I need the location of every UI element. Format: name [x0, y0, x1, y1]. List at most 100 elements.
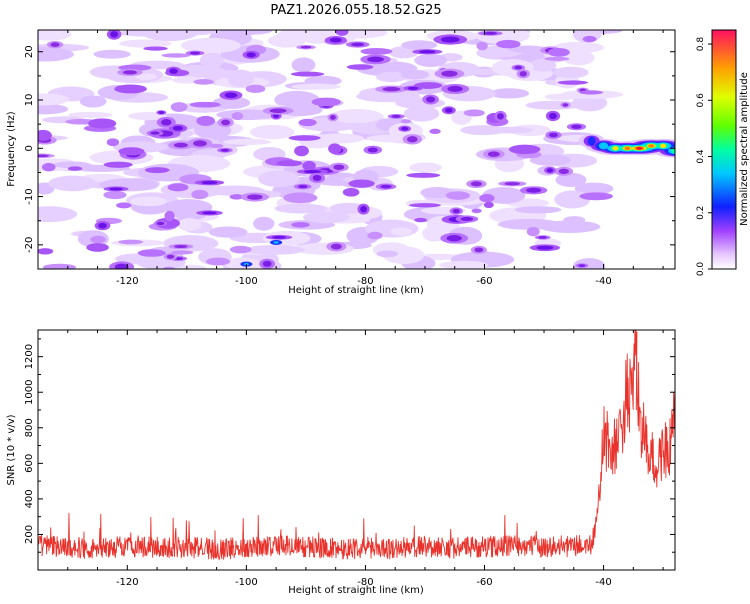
noise-blob	[189, 101, 221, 108]
noise-blob-core	[224, 92, 238, 99]
noise-blob-core	[262, 260, 272, 267]
signal-ridge-contour	[660, 143, 667, 149]
noise-blob	[42, 263, 77, 269]
colorbar-tick-label: 0.2	[696, 206, 706, 220]
noise-blob	[171, 250, 194, 255]
snr-ytick-label: 400	[24, 489, 35, 508]
noise-blob-soft	[208, 226, 248, 238]
noise-blob-core	[246, 52, 256, 58]
noise-blob-core	[312, 174, 322, 181]
noise-blob	[526, 226, 540, 237]
noise-blob-core	[487, 151, 500, 157]
noise-blob-soft	[177, 218, 202, 232]
noise-blob-core	[546, 168, 554, 173]
noise-blob-core	[271, 235, 287, 239]
noise-blob	[496, 39, 521, 49]
noise-blob-core	[380, 184, 392, 189]
colorbar-tick-label: 0.0	[696, 262, 706, 277]
noise-blob-core	[558, 168, 569, 175]
noise-blob	[579, 90, 604, 95]
colorbar-tick-label: 0.8	[696, 37, 706, 52]
noise-blob-soft	[135, 73, 157, 81]
snr-y-ticks: 200 400 600 800 1000 1200	[24, 338, 675, 571]
noise-blob-core	[460, 216, 474, 222]
noise-blob	[288, 135, 321, 141]
noise-blob-core	[221, 119, 231, 126]
noise-blob-core	[445, 107, 453, 113]
noise-blob-core	[329, 115, 336, 120]
noise-blob	[137, 249, 166, 257]
snr-ytick-label: 800	[24, 418, 35, 437]
noise-blob-soft	[514, 206, 562, 214]
noise-blob-soft	[38, 103, 69, 115]
noise-blob-core	[382, 86, 401, 92]
signal-ridge-contour	[598, 142, 609, 150]
noise-blob-core	[98, 222, 107, 229]
noise-speck-core	[273, 241, 279, 244]
colorbar-tick-label: 0.6	[696, 93, 706, 108]
noise-blob	[579, 192, 614, 201]
noise-blob-core	[201, 180, 218, 185]
noise-blob	[90, 235, 106, 244]
noise-blob	[118, 147, 145, 156]
noise-blob-soft	[302, 211, 351, 224]
noise-blob-soft	[554, 190, 591, 209]
noise-blob-soft	[553, 66, 589, 79]
noise-blob-core	[166, 254, 175, 259]
noise-blob-soft	[489, 88, 530, 99]
noise-blob-core	[578, 264, 586, 267]
noise-blob-soft	[497, 218, 562, 230]
noise-blob-soft	[38, 47, 74, 62]
noise-blob-core	[173, 142, 188, 148]
noise-blob-core	[367, 147, 378, 153]
noise-blob-core	[193, 140, 207, 147]
spectrogram-noise	[38, 30, 614, 269]
noise-blob	[41, 162, 56, 172]
noise-blob-core	[247, 194, 263, 200]
noise-blob-soft	[508, 45, 548, 53]
noise-blob	[429, 128, 441, 135]
noise-blob-core	[447, 85, 463, 92]
noise-blob-soft	[53, 161, 91, 169]
noise-blob-core	[406, 136, 418, 143]
noise-blob-soft	[274, 203, 328, 214]
spectrogram-xtick-label: -80	[357, 276, 373, 287]
noise-blob-soft	[253, 216, 275, 231]
noise-blob-soft	[529, 154, 572, 166]
noise-blob-core	[549, 112, 557, 120]
noise-blob	[311, 97, 341, 107]
noise-blob-core	[549, 132, 558, 138]
noise-blob	[400, 119, 412, 124]
colorbar-tick-label: 0.4	[696, 149, 706, 164]
noise-blob-core	[367, 56, 384, 63]
noise-blob-core	[161, 119, 172, 126]
spectrogram-ytick-label: 20	[24, 45, 35, 58]
snr-xtick-label: -60	[476, 577, 492, 588]
noise-blob-core	[441, 70, 458, 77]
noise-blob-soft	[128, 112, 167, 121]
noise-blob-core	[562, 103, 569, 107]
noise-blob	[294, 145, 309, 157]
colorbar-gradient	[711, 29, 737, 270]
noise-blob	[479, 194, 495, 203]
noise-blob	[445, 191, 470, 200]
noise-blob	[544, 56, 570, 61]
snr-panel: -120 -100 -80 -60 -40 200 400 600 800 1000 1200 H…	[6, 329, 676, 596]
noise-blob	[302, 160, 316, 171]
noise-blob-soft	[460, 125, 506, 136]
noise-blob	[298, 118, 317, 127]
snr-frame	[37, 329, 676, 571]
noise-blob-core	[298, 184, 308, 189]
noise-blob	[360, 47, 393, 55]
noise-blob-core	[122, 70, 138, 75]
noise-blob-soft	[414, 53, 447, 67]
noise-blob-soft	[48, 175, 97, 192]
noise-blob-core	[330, 243, 342, 250]
noise-blob-core	[114, 263, 129, 269]
noise-blob-soft	[222, 138, 272, 146]
noise-blob	[162, 266, 175, 269]
noise-blob-core	[269, 108, 287, 114]
noise-blob-core	[351, 42, 365, 47]
noise-blob-core	[426, 96, 436, 103]
noise-blob-soft	[38, 30, 72, 41]
